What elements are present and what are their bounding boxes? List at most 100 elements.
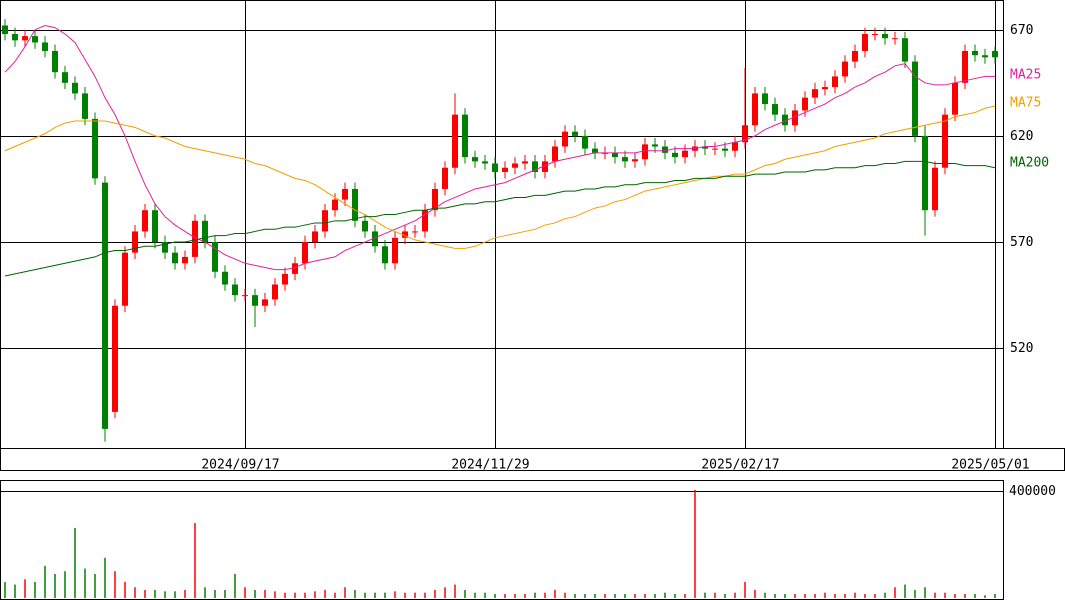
candle-body <box>342 188 348 200</box>
moving-average <box>4 105 996 249</box>
candle-body <box>652 144 658 147</box>
candle-body <box>842 61 848 77</box>
moving-average <box>4 160 996 277</box>
candle-body <box>132 231 138 253</box>
candle-body <box>372 231 378 247</box>
candle-body <box>122 252 128 306</box>
candle-body <box>232 284 238 296</box>
candle-body <box>302 242 308 264</box>
ma-legend: MA200 <box>1010 156 1049 171</box>
candle-body <box>222 271 228 285</box>
candle-body <box>592 148 598 153</box>
candle-body <box>352 188 358 221</box>
candle-body <box>862 33 868 51</box>
candle-body <box>152 210 158 243</box>
ma-legend: MA75 <box>1010 96 1041 111</box>
candle-body <box>182 256 188 264</box>
candle-body <box>462 114 468 158</box>
candle-body <box>772 104 778 115</box>
candle-body <box>762 93 768 105</box>
candle-body <box>892 38 898 40</box>
y-tick-label: 400000 <box>1009 484 1056 499</box>
candle-body <box>632 159 638 162</box>
candle-body <box>782 114 788 126</box>
candle-body <box>202 220 208 243</box>
candle-body <box>792 110 798 126</box>
candle-body <box>832 76 838 88</box>
candle-body <box>312 231 318 243</box>
candle-body <box>142 210 148 232</box>
x-tick-label: 2025/02/17 <box>701 458 779 473</box>
candle-body <box>392 237 398 264</box>
price-panel <box>0 0 1004 449</box>
candle-body <box>752 93 758 126</box>
ma-legend: MA25 <box>1010 68 1041 83</box>
candle-body <box>942 114 948 168</box>
candle-body <box>572 131 578 136</box>
candle-body <box>292 263 298 274</box>
candle-body <box>902 38 908 62</box>
candle-body <box>882 33 888 39</box>
candle-body <box>332 199 338 211</box>
date-strip <box>0 448 1065 471</box>
candle-body <box>562 131 568 147</box>
y-tick-label: 570 <box>1010 235 1033 250</box>
candle-body <box>722 148 728 151</box>
candle-body <box>472 157 478 162</box>
candle-body <box>962 50 968 83</box>
candle-body <box>102 182 108 429</box>
candle-body <box>212 242 218 272</box>
candle-body <box>702 146 708 149</box>
y-tick-label: 670 <box>1010 23 1033 38</box>
candle-body <box>22 36 28 41</box>
candle-body <box>322 210 328 232</box>
candle-body <box>12 33 18 41</box>
candle-body <box>912 61 918 136</box>
candle-body <box>542 161 548 172</box>
candle-body <box>432 188 438 211</box>
candle-body <box>62 72 68 83</box>
candle-body <box>452 114 458 168</box>
candle-body <box>282 273 288 285</box>
candle-body <box>382 246 388 264</box>
candle-body <box>172 252 178 264</box>
candle-body <box>252 295 258 306</box>
volume-panel <box>0 480 1004 600</box>
candle-body <box>362 220 368 232</box>
candle-body <box>932 167 938 211</box>
candle-body <box>32 36 38 43</box>
candle-body <box>482 161 488 164</box>
candle-body <box>192 220 198 257</box>
candle-body <box>112 305 118 412</box>
x-tick-label: 2024/09/17 <box>201 458 279 473</box>
candle-body <box>162 242 168 253</box>
candle-body <box>742 125 748 143</box>
candle-body <box>982 55 988 58</box>
candle-body <box>242 295 248 297</box>
candle-body <box>72 82 78 94</box>
candle-body <box>42 42 48 51</box>
moving-average <box>4 24 995 271</box>
candle-body <box>92 118 98 179</box>
candle-body <box>262 299 268 306</box>
y-tick-label: 520 <box>1010 341 1033 356</box>
candle-body <box>52 50 58 73</box>
candle-body <box>992 50 998 58</box>
candle-body <box>852 50 858 62</box>
candle-body <box>872 33 878 35</box>
candle-body <box>802 97 808 111</box>
candle-body <box>972 50 978 56</box>
candle-body <box>622 157 628 162</box>
candle-body <box>82 93 88 119</box>
candle-body <box>272 284 278 300</box>
x-tick-label: 2024/11/29 <box>451 458 529 473</box>
candle-body <box>412 231 418 233</box>
candle-body <box>642 144 648 160</box>
candle-body <box>552 146 558 162</box>
candle-body <box>712 148 718 150</box>
candle-body <box>662 146 668 153</box>
candle-body <box>522 161 528 164</box>
candle-body <box>612 152 618 158</box>
